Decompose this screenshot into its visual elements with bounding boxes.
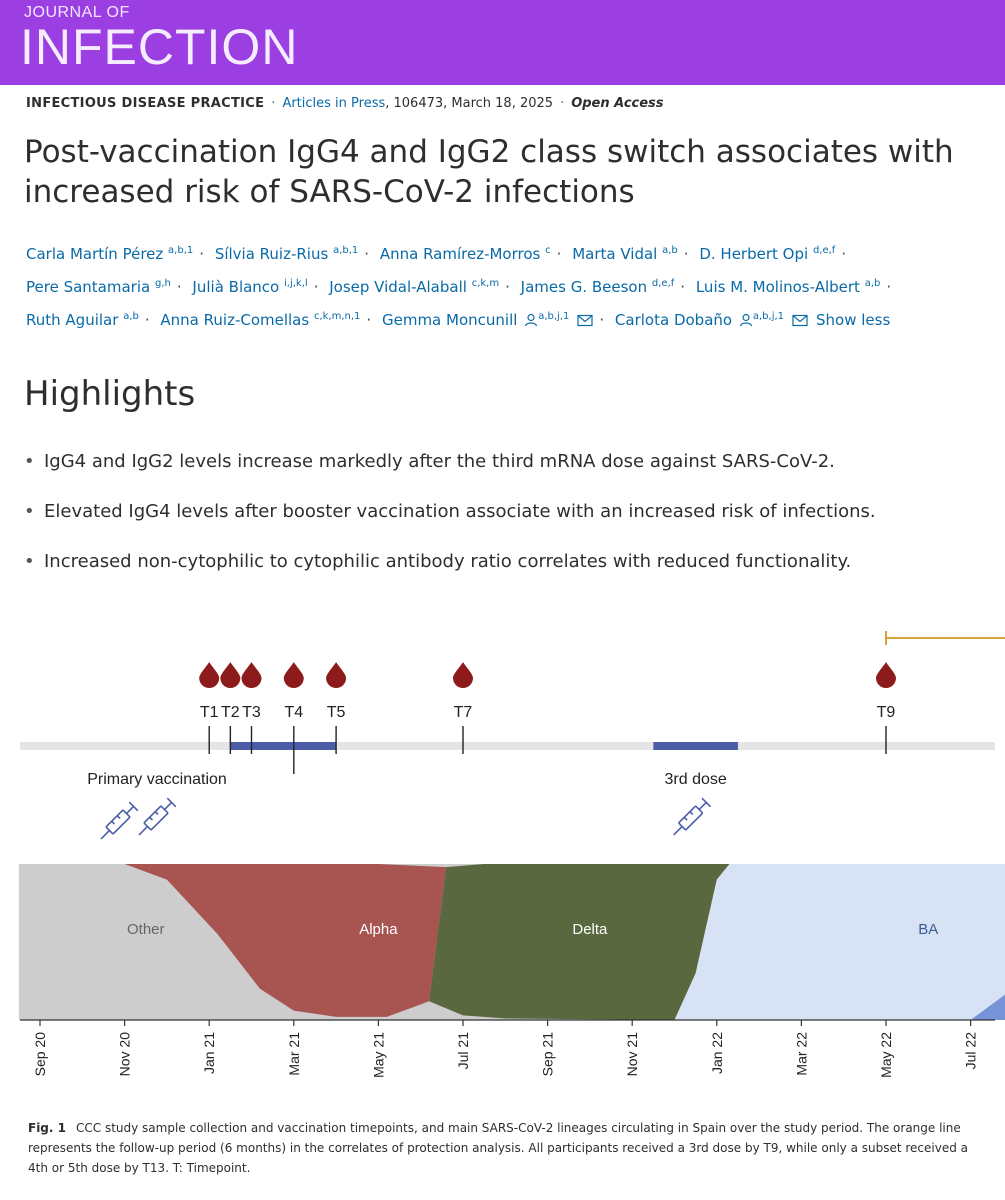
author-link[interactable]: Carla Martín Pérez a,b,1 [26,245,194,263]
timepoint-label: T7 [454,704,473,721]
bullet-icon: • [24,451,35,472]
highlight-item: • IgG4 and IgG2 levels increase markedly … [24,451,835,472]
person-icon [739,308,753,337]
dose-label: 3rd dose [665,771,727,788]
dose-label: Primary vaccination [87,771,227,788]
caption-text: CCC study sample collection and vaccinat… [28,1121,969,1175]
highlights-heading: Highlights [24,374,196,414]
lineage-area-bq1 [970,994,1005,1020]
syringe-icon [673,797,712,836]
author-link[interactable]: Pere Santamaria g,h [26,278,171,296]
blood-drop-icon [326,662,347,688]
syringe-icon [100,801,139,840]
x-tick-label: Jan 22 [709,1032,725,1074]
x-tick-label: Mar 22 [793,1032,809,1076]
bullet-icon: • [24,501,35,522]
author-link[interactable]: James G. Beeson d,e,f [520,278,675,296]
author-link[interactable]: Gemma Moncunill a,b,j,1 [382,311,593,329]
timepoint-label: T2 [221,704,240,721]
timeline-axis [20,742,995,750]
author-link[interactable]: Anna Ruiz-Comellas c,k,m,n,1 [160,311,361,329]
timepoint-label: T5 [327,704,346,721]
timepoint-label: T3 [242,704,261,721]
article-title: Post-vaccination IgG4 and IgG2 class swi… [24,134,954,210]
email-icon[interactable] [577,308,593,337]
blood-drop-icon [876,662,896,688]
author-link[interactable]: Anna Ramírez-Morros c [379,245,551,263]
highlights-list: • IgG4 and IgG2 levels increase markedly … [24,452,876,602]
lineage-area-alpha [124,864,447,1017]
blood-drop-icon [241,662,262,688]
x-tick-label: Nov 20 [117,1032,133,1077]
article-reference: , 106473, March 18, 2025 [385,96,554,111]
x-tick-label: May 22 [878,1032,894,1078]
x-tick-label: Jul 21 [455,1032,471,1070]
email-icon[interactable] [792,308,808,337]
articles-in-press-link[interactable]: Articles in Press [282,96,386,111]
lineage-label: Alpha [359,921,398,938]
x-tick-label: Sep 21 [540,1032,556,1077]
blood-drop-icon [453,662,473,688]
x-tick-label: Jul 22 [963,1032,979,1070]
x-tick-label: Sep 20 [32,1032,48,1077]
author-link[interactable]: Carlota Dobaño a,b,j,1 [615,311,808,329]
open-access-label: Open Access [571,96,664,111]
x-tick-label: May 21 [370,1032,386,1078]
author-link[interactable]: Luis M. Molinos-Albert a,b [695,278,881,296]
person-icon [524,308,538,337]
figure-caption: Fig. 1 CCC study sample collection and va… [28,1118,988,1178]
lineage-label: Delta [572,921,608,938]
author-link[interactable]: Julià Blanco i,j,k,l [192,278,308,296]
author-link[interactable]: Marta Vidal a,b [572,245,678,263]
blood-drop-icon [220,662,241,688]
timepoint-label: T1 [200,704,219,721]
author-list: Carla Martín Pérez a,b,1 · Sílvia Ruiz-Ri… [26,236,996,337]
lineage-area-ba [674,864,1005,1020]
journal-logo[interactable]: INFECTION [20,19,299,75]
section-label: INFECTIOUS DISEASE PRACTICE [26,96,265,111]
author-link[interactable]: Josep Vidal-Alaball c,k,m [329,278,500,296]
lineage-label: BA [918,921,938,938]
author-link[interactable]: Ruth Aguilar a,b [26,311,139,329]
journal-pre-title: JOURNAL OF [24,4,130,21]
bullet-icon: • [24,551,35,572]
x-tick-label: Jan 21 [201,1032,217,1074]
timepoint-label: T4 [284,704,303,721]
blood-drop-icon [283,662,304,688]
timepoint-label: T9 [877,704,896,721]
author-link[interactable]: Sílvia Ruiz-Rius a,b,1 [214,245,359,263]
x-tick-label: Mar 21 [286,1032,302,1076]
journal-banner: JOURNAL OF INFECTION [0,0,1005,85]
blood-drop-icon [199,662,220,688]
highlight-item: • Increased non-cytophilic to cytophilic … [24,551,852,572]
highlight-item: • Elevated IgG4 levels after booster vacc… [24,501,876,522]
syringe-icon [138,797,177,836]
author-link[interactable]: D. Herbert Opi d,e,f [699,245,836,263]
article-meta: INFECTIOUS DISEASE PRACTICE · Articles in … [26,96,664,111]
lineage-area-delta [429,864,730,1020]
dose-bar [230,742,337,750]
lineage-label: Other [127,921,165,938]
figure-number: Fig. 1 [28,1121,66,1135]
x-tick-label: Nov 21 [624,1032,640,1077]
dose-bar [653,742,738,750]
show-less-link[interactable]: Show less [816,311,891,329]
